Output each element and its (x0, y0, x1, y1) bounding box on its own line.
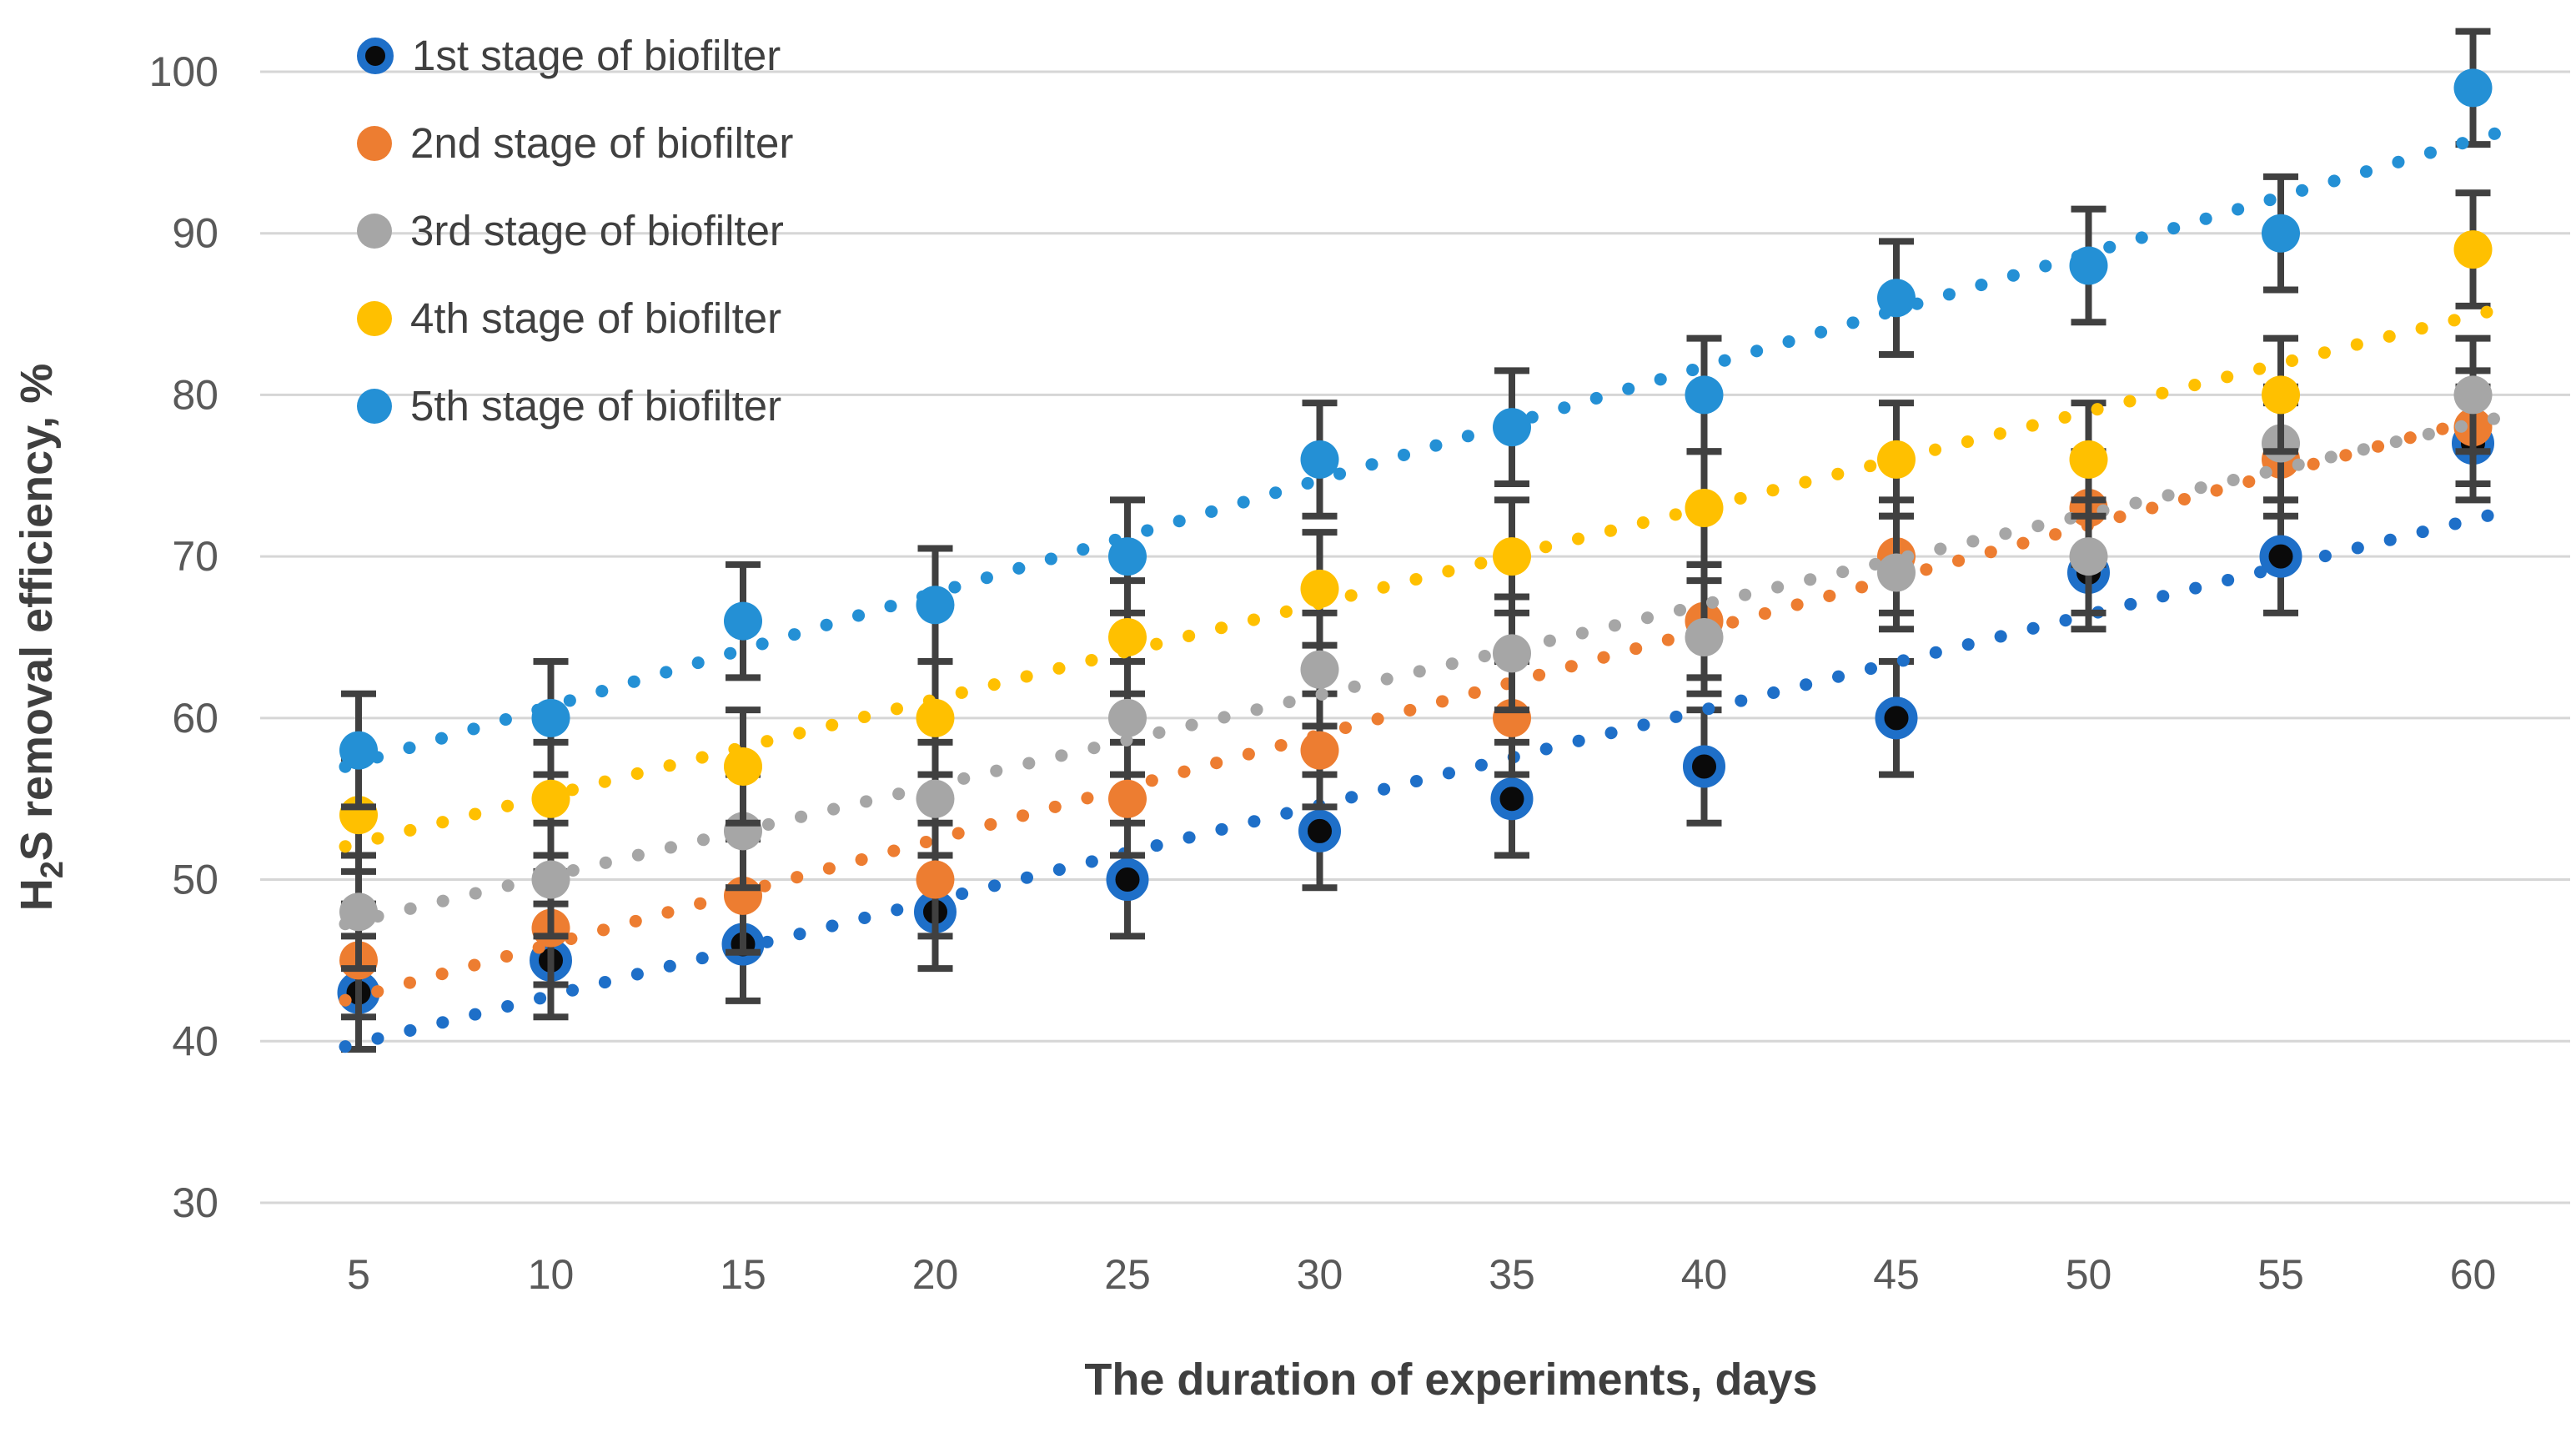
y-tick-40: 40 (172, 1018, 218, 1064)
data-point-s1-x35 (1490, 777, 1534, 821)
legend-label: 5th stage of biofilter (410, 382, 782, 430)
y-tick-100: 100 (149, 48, 218, 95)
data-point-s4-x25 (1108, 617, 1147, 656)
legend-marker-icon (357, 37, 394, 74)
data-point-s4-x40 (1685, 489, 1724, 528)
legend-marker-icon (357, 388, 392, 424)
y-axis-title-sub2: 2 (35, 861, 70, 878)
data-point-s4-x55 (2262, 375, 2300, 415)
data-point-s5-x10 (531, 698, 570, 737)
x-tick-35: 35 (1489, 1251, 1535, 1298)
trendline-series-3 (339, 410, 2508, 931)
legend-label: 3rd stage of biofilter (410, 207, 784, 254)
trendline-series-1 (339, 505, 2508, 1053)
series-2 (339, 367, 2508, 1021)
data-point-s2-x30 (1300, 731, 1339, 770)
x-tick-30: 30 (1297, 1251, 1343, 1298)
data-point-s5-x50 (2069, 246, 2108, 285)
data-point-s5-x20 (916, 586, 955, 625)
trendline-series-2 (339, 406, 2508, 1007)
data-point-s3-x45 (1877, 553, 1916, 592)
y-axis-title-h: H (12, 878, 62, 911)
data-point-s3-x60 (2453, 375, 2493, 415)
x-tick-20: 20 (912, 1251, 959, 1298)
x-tick-55: 55 (2257, 1251, 2304, 1298)
series-4 (339, 189, 2508, 875)
y-axis-tick-labels: 100 90 80 70 60 50 40 30 (149, 48, 218, 1226)
data-point-s1-x25 (1106, 858, 1149, 902)
data-point-s4-x15 (724, 747, 762, 786)
data-point-s3-x40 (1685, 617, 1724, 656)
data-point-s1-x55 (2259, 535, 2302, 578)
data-point-s4-x50 (2069, 440, 2108, 479)
legend-item-5: 5th stage of biofilter (357, 362, 793, 450)
data-point-s1-x30 (1298, 809, 1341, 852)
legend-marker-icon (357, 300, 392, 336)
legend-marker-icon (357, 213, 392, 249)
data-point-s5-x5 (339, 731, 378, 770)
data-point-s3-x25 (1108, 698, 1147, 737)
y-axis-title: H2S removal efficiency, % (12, 364, 70, 911)
data-point-s3-x30 (1300, 650, 1339, 689)
legend-item-3: 3rd stage of biofilter (357, 187, 793, 274)
x-tick-15: 15 (720, 1251, 766, 1298)
plot-series-group (337, 28, 2508, 1053)
legend-item-4: 4th stage of biofilter (357, 274, 793, 362)
data-point-s2-x20 (916, 860, 955, 899)
y-axis-title-rest: S removal efficiency, % (12, 364, 62, 861)
data-point-s3-x35 (1493, 634, 1531, 673)
data-point-s5-x40 (1685, 375, 1724, 415)
x-tick-10: 10 (528, 1251, 575, 1298)
trendline-series-4 (339, 302, 2508, 853)
data-point-s5-x60 (2453, 68, 2493, 108)
x-tick-25: 25 (1104, 1251, 1151, 1298)
legend-item-1: 1st stage of biofilter (357, 12, 793, 99)
trendline-series-5 (339, 125, 2508, 773)
legend-marker-icon (357, 125, 392, 161)
x-tick-40: 40 (1681, 1251, 1728, 1298)
data-point-s4-x10 (531, 779, 570, 818)
y-tick-80: 80 (172, 371, 218, 418)
data-point-s5-x45 (1877, 279, 1916, 318)
x-tick-50: 50 (2066, 1251, 2112, 1298)
y-tick-90: 90 (172, 210, 218, 257)
legend-item-2: 2nd stage of biofilter (357, 99, 793, 187)
x-tick-60: 60 (2450, 1251, 2497, 1298)
y-tick-30: 30 (172, 1179, 218, 1226)
gridlines-group (260, 70, 2570, 1204)
data-point-s5-x15 (724, 601, 762, 641)
data-point-s3-x50 (2069, 537, 2108, 576)
data-point-s5-x30 (1300, 440, 1339, 479)
chart-legend: 1st stage of biofilter 2nd stage of biofi… (357, 12, 793, 450)
x-axis-tick-labels: 5 10 15 20 25 30 35 40 45 50 55 60 (347, 1251, 2496, 1298)
series-5 (339, 28, 2508, 811)
data-point-s4-x20 (916, 698, 955, 737)
x-tick-5: 5 (347, 1251, 370, 1298)
data-point-s4-x35 (1493, 537, 1531, 576)
data-point-s5-x55 (2262, 214, 2300, 253)
y-tick-60: 60 (172, 695, 218, 742)
data-point-s1-x45 (1875, 696, 1918, 740)
data-point-s3-x5 (339, 892, 378, 932)
data-point-s4-x45 (1877, 440, 1916, 479)
data-point-s3-x20 (916, 779, 955, 818)
data-point-s4-x60 (2453, 230, 2493, 269)
data-point-s3-x10 (531, 860, 570, 899)
x-tick-45: 45 (1873, 1251, 1920, 1298)
data-point-s5-x25 (1108, 537, 1147, 576)
legend-label: 1st stage of biofilter (412, 32, 781, 79)
legend-label: 4th stage of biofilter (410, 294, 782, 342)
data-point-s4-x30 (1300, 569, 1339, 608)
y-tick-70: 70 (172, 533, 218, 580)
data-point-s2-x25 (1108, 779, 1147, 818)
data-point-s1-x40 (1683, 745, 1725, 788)
data-point-s5-x35 (1493, 408, 1531, 447)
legend-label: 2nd stage of biofilter (410, 119, 794, 167)
x-axis-title: The duration of experiments, days (1084, 1355, 1817, 1405)
y-tick-50: 50 (172, 857, 218, 903)
